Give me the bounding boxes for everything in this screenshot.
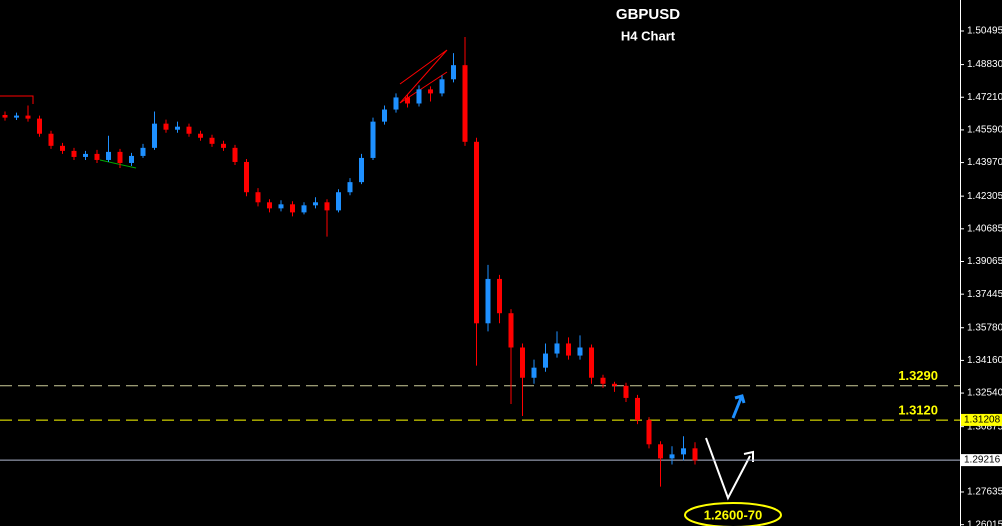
y-tick-label: 1.45590 [967, 125, 1002, 136]
y-tick-label: 1.26015 [967, 519, 1002, 526]
candle-body [612, 383, 617, 386]
price-marker-box [961, 413, 1002, 426]
candle-body [462, 65, 468, 142]
candle-body [669, 454, 675, 459]
candle-body [658, 444, 663, 459]
drawing [0, 95, 34, 104]
candle-body [140, 147, 146, 156]
candle-body [301, 205, 307, 213]
candle-body [290, 204, 295, 213]
y-tick-label: 1.32540 [967, 388, 1002, 399]
candle-body [520, 347, 525, 378]
level-label: 1.3120 [898, 403, 938, 418]
candle-body [439, 79, 445, 94]
y-tick-label: 1.30875 [967, 421, 1002, 432]
candle-body [646, 420, 652, 445]
candle-body [485, 278, 491, 324]
candle-body [324, 202, 330, 211]
candle-body [681, 448, 686, 455]
candle-body [623, 385, 629, 398]
y-tick-label: 1.48830 [967, 59, 1002, 70]
candle-body [577, 347, 583, 356]
candle-body [474, 141, 479, 324]
chart-subtitle: H4 Chart [621, 28, 676, 43]
candle-body [566, 343, 571, 356]
drawings [0, 49, 782, 526]
candle-body [278, 204, 284, 209]
candle-body [244, 161, 249, 193]
candle-body [600, 377, 606, 384]
candle-body [313, 202, 318, 206]
y-tick-label: 1.37445 [967, 289, 1002, 300]
annotation-ellipse [684, 502, 782, 526]
candle-body [255, 192, 261, 203]
candle-body [393, 97, 399, 110]
candle-body [129, 155, 134, 163]
candle-body [163, 123, 169, 130]
candle-body [336, 192, 341, 211]
y-tick-label: 1.47210 [967, 92, 1002, 103]
candle-body [692, 448, 698, 461]
candle-body [589, 347, 594, 378]
y-tick-label: 1.50495 [967, 26, 1002, 37]
y-tick-label: 1.39065 [967, 256, 1002, 267]
candle-body [14, 115, 19, 118]
drawing [99, 159, 137, 169]
candle-body [198, 133, 203, 138]
arrow [731, 394, 746, 419]
candle-body [531, 367, 537, 378]
candle-body [117, 151, 123, 163]
y-tick-label: 1.34160 [967, 355, 1002, 366]
chart-title: GBPUSD [616, 6, 680, 23]
candle-body [416, 89, 422, 104]
candle-body [94, 153, 100, 160]
candle-body [175, 126, 180, 130]
candle-body [48, 133, 54, 146]
candle-body [209, 137, 215, 144]
candle-body [37, 118, 42, 134]
candle-body [554, 343, 560, 354]
annotation: 1.2600-70 [704, 507, 763, 522]
candle-body [186, 126, 192, 134]
candle-body [370, 121, 376, 158]
drawing [399, 49, 448, 104]
candle-body [635, 397, 640, 421]
price-marker-label: 1.31208 [964, 415, 1001, 426]
price-marker-label: 1.29216 [964, 455, 1001, 466]
candle-body [428, 89, 433, 94]
candle-body [359, 157, 364, 183]
candle-body [382, 109, 387, 122]
candle-body [497, 278, 502, 314]
price-marker-box [961, 454, 1002, 467]
candle-body [71, 150, 77, 157]
candle-body [221, 143, 226, 148]
candle-body [508, 313, 514, 348]
candle-body [152, 123, 157, 148]
candle-body [267, 202, 272, 209]
candle-body [106, 151, 111, 160]
candle-body [543, 353, 548, 368]
y-tick-label: 1.40685 [967, 223, 1002, 234]
candle-body [60, 145, 65, 151]
candle-body [83, 153, 88, 157]
candle-body [451, 65, 456, 80]
y-tick-label: 1.35780 [967, 322, 1002, 333]
y-tick-label: 1.43970 [967, 157, 1002, 168]
arrow [705, 437, 754, 501]
candle-body [347, 182, 353, 193]
candle-body [25, 115, 31, 119]
y-tick-label: 1.42305 [967, 191, 1002, 202]
candle-body [232, 147, 238, 162]
level-label: 1.3290 [898, 368, 938, 383]
candle-body [405, 97, 410, 104]
candle-body [2, 114, 8, 118]
y-tick-label: 1.27635 [967, 487, 1002, 498]
